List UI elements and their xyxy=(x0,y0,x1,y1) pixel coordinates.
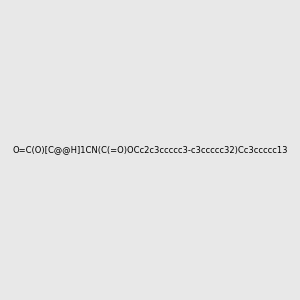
Text: O=C(O)[C@@H]1CN(C(=O)OCc2c3ccccc3-c3ccccc32)Cc3ccccc13: O=C(O)[C@@H]1CN(C(=O)OCc2c3ccccc3-c3cccc… xyxy=(12,146,288,154)
